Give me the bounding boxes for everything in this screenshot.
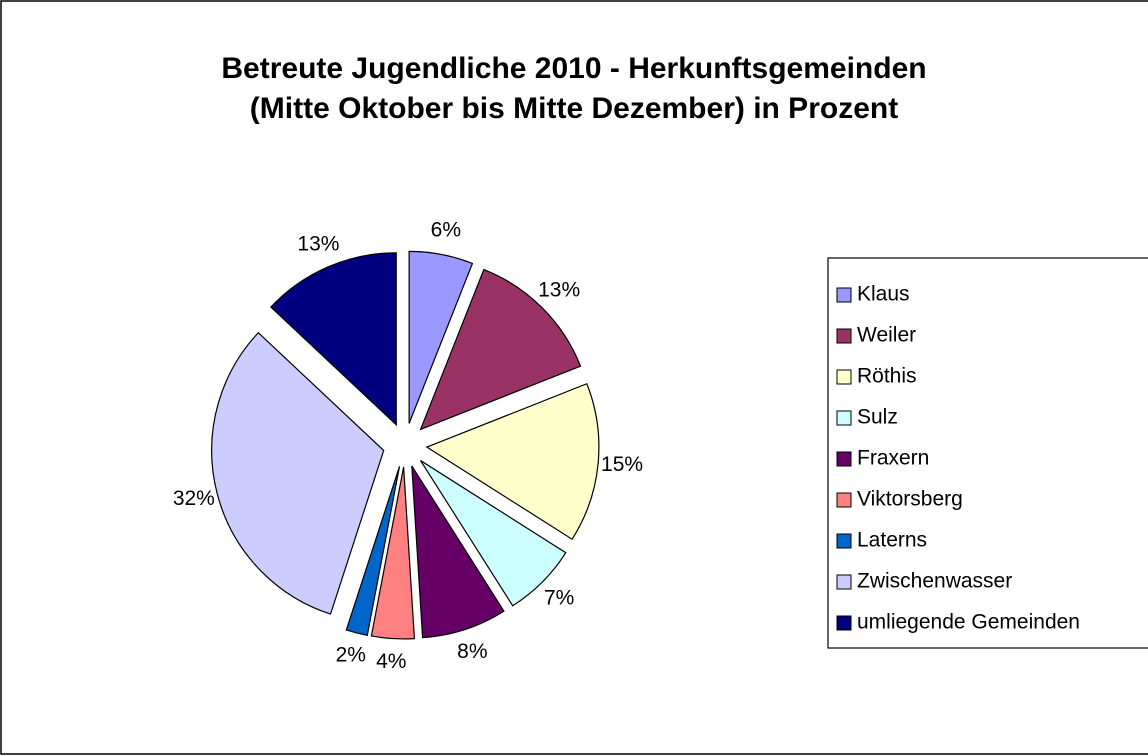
data-label: 13% <box>538 278 580 301</box>
legend-swatch <box>836 574 852 590</box>
legend-box <box>827 257 1148 649</box>
legend-swatch <box>836 369 852 385</box>
pie-slice <box>425 382 600 541</box>
legend-swatch <box>836 287 852 303</box>
pie-slice <box>419 268 582 431</box>
data-label: 7% <box>544 587 574 610</box>
data-label: 8% <box>457 640 487 663</box>
data-label: 15% <box>601 453 643 476</box>
pie-slice <box>411 465 505 639</box>
pie-slice <box>345 466 401 636</box>
legend-swatch <box>836 410 852 426</box>
pie-slice <box>408 250 474 424</box>
legend-label: Laterns <box>857 529 927 552</box>
data-label: 6% <box>431 218 461 241</box>
pie-slice <box>420 460 567 607</box>
chart-title: Betreute Jugendliche 2010 - Herkunftsgem… <box>221 52 926 85</box>
legend-swatch <box>836 533 852 549</box>
legend-swatch <box>836 615 852 631</box>
legend-swatch <box>836 328 852 344</box>
legend-label: Viktorsberg <box>857 488 963 511</box>
pie-slice <box>211 331 385 615</box>
legend-label: Fraxern <box>857 447 929 470</box>
legend-swatch <box>836 451 852 467</box>
legend-label: Sulz <box>857 406 898 429</box>
pie-slice <box>370 466 416 640</box>
data-label: 4% <box>376 650 406 673</box>
chart-subtitle: (Mitte Oktober bis Mitte Dezember) in Pr… <box>250 92 898 125</box>
legend-label: Röthis <box>857 365 917 388</box>
data-label: 13% <box>297 232 339 255</box>
legend-label: umliegende Gemeinden <box>857 611 1080 634</box>
data-label: 32% <box>173 487 215 510</box>
legend-label: Weiler <box>857 324 916 347</box>
pie-slice <box>270 252 397 427</box>
legend-label: Zwischenwasser <box>857 570 1012 593</box>
legend-label: Klaus <box>857 283 910 306</box>
legend-swatch <box>836 492 852 508</box>
data-label: 2% <box>336 644 366 667</box>
